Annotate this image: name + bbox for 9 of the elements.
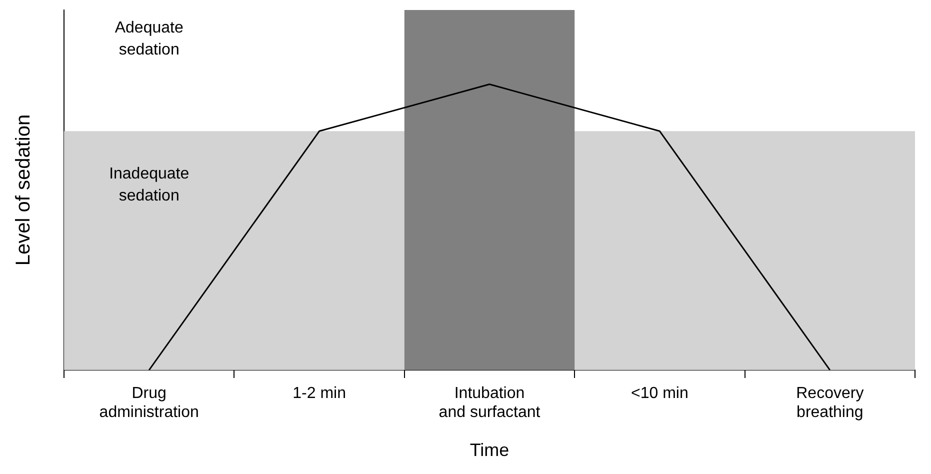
x-tick-label: <10 min (631, 385, 688, 402)
x-axis-title: Time (470, 440, 510, 460)
band-label: Inadequate sedation (109, 166, 190, 205)
y-axis-title: Level of sedation (12, 114, 35, 266)
x-tick-label: 1-2 min (292, 385, 346, 402)
x-tick-label: Recovery breathing (796, 385, 864, 422)
x-tick-label: Drug administration (99, 385, 199, 422)
x-tick-label: Intubation and surfactant (438, 385, 541, 422)
text: Adequate sedation (114, 19, 184, 58)
